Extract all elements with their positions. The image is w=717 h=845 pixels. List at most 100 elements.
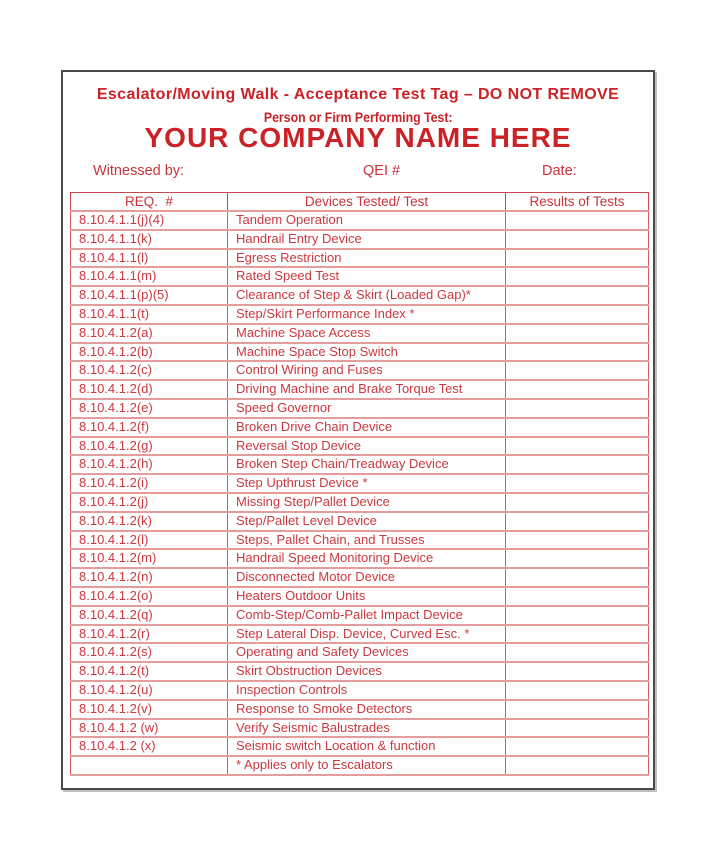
- result-cell: [505, 473, 649, 494]
- req-number-cell: 8.10.4.1.2(q): [70, 604, 228, 626]
- col-header-devices-tested: Devices Tested/ Test: [227, 192, 506, 212]
- table-row: 8.10.4.1.2(n) Disconnected Motor Device: [70, 567, 649, 588]
- req-number-cell: 8.10.4.1.2 (w): [70, 717, 228, 739]
- device-test-cell: Clearance of Step & Skirt (Loaded Gap)*: [227, 285, 506, 306]
- req-number-cell: 8.10.4.1.2(v): [70, 698, 228, 720]
- result-cell: [505, 585, 649, 607]
- performing-test-label: Person or Firm Performing Test:: [263, 109, 453, 125]
- result-cell: [505, 642, 649, 664]
- result-cell: [505, 567, 649, 588]
- col-header-req-number: REQ. #: [70, 192, 228, 212]
- device-test-cell: Disconnected Motor Device: [227, 567, 506, 588]
- result-cell: [505, 435, 649, 457]
- result-cell: [505, 698, 649, 720]
- req-number-cell: 8.10.4.1.2(u): [70, 679, 228, 701]
- company-name-placeholder: YOUR COMPANY NAME HERE: [144, 122, 572, 153]
- req-number-cell: 8.10.4.1.2(c): [70, 360, 228, 382]
- result-cell: [505, 491, 649, 513]
- result-cell: [505, 679, 649, 701]
- device-test-cell: Machine Space Access: [227, 322, 506, 344]
- table-row: 8.10.4.1.2(r) Step Lateral Disp. Device,…: [70, 623, 649, 645]
- result-cell: [505, 341, 649, 363]
- device-test-cell: Step/Pallet Level Device: [227, 510, 506, 532]
- result-cell: [505, 454, 649, 476]
- result-cell: [505, 397, 649, 419]
- result-cell: [505, 548, 649, 570]
- result-cell: [505, 322, 649, 344]
- table-row: * Applies only to Escalators: [70, 755, 649, 776]
- device-test-cell: Seismic switch Location & function: [227, 736, 506, 758]
- table-row: 8.10.4.1.2(d) Driving Machine and Brake …: [70, 379, 649, 400]
- req-number-cell: 8.10.4.1.1(p)(5): [70, 285, 228, 306]
- table-row: 8.10.4.1.1(l) Egress Restriction: [70, 247, 649, 269]
- table-row: 8.10.4.1.2(b) Machine Space Stop Switch: [70, 341, 649, 363]
- device-test-cell: Tandem Operation: [227, 210, 506, 231]
- table-row: 8.10.4.1.2(v) Response to Smoke Detector…: [70, 698, 649, 720]
- device-test-cell: Verify Seismic Balustrades: [227, 717, 506, 739]
- device-test-cell: Machine Space Stop Switch: [227, 341, 506, 363]
- req-number-cell: 8.10.4.1.2(i): [70, 473, 228, 494]
- device-test-cell: Skirt Obstruction Devices: [227, 661, 506, 682]
- table-row: 8.10.4.1.2(e) Speed Governor: [70, 397, 649, 419]
- req-number-cell: 8.10.4.1.2(o): [70, 585, 228, 607]
- result-cell: [505, 755, 649, 776]
- col-header-results: Results of Tests: [505, 192, 649, 212]
- table-row: 8.10.4.1.2(k) Step/Pallet Level Device: [70, 510, 649, 532]
- witness-row: Witnessed by: QEI # Date:: [63, 162, 653, 180]
- device-test-cell: Speed Governor: [227, 397, 506, 419]
- table-row: 8.10.4.1.2(q) Comb-Step/Comb-Pallet Impa…: [70, 604, 649, 626]
- table-row: 8.10.4.1.2(m) Handrail Speed Monitoring …: [70, 548, 649, 570]
- device-test-cell: Broken Drive Chain Device: [227, 416, 506, 438]
- req-number-cell: 8.10.4.1.1(l): [70, 247, 228, 269]
- device-test-cell: Inspection Controls: [227, 679, 506, 701]
- tests-table: REQ. # Devices Tested/ Test Results of T…: [70, 192, 649, 776]
- device-test-cell: Rated Speed Test: [227, 266, 506, 288]
- req-number-cell: 8.10.4.1.2(b): [70, 341, 228, 363]
- result-cell: [505, 736, 649, 758]
- table-row: 8.10.4.1.1(p)(5) Clearance of Step & Ski…: [70, 285, 649, 306]
- result-cell: [505, 285, 649, 306]
- table-row: 8.10.4.1.1(t) Step/Skirt Performance Ind…: [70, 303, 649, 325]
- device-test-cell: Missing Step/Pallet Device: [227, 491, 506, 513]
- result-cell: [505, 228, 649, 250]
- device-test-cell: Reversal Stop Device: [227, 435, 506, 457]
- tag-title: Escalator/Moving Walk - Acceptance Test …: [96, 86, 620, 103]
- table-body: 8.10.4.1.1(j)(4) Tandem Operation 8.10.4…: [70, 210, 649, 776]
- device-test-cell: Heaters Outdoor Units: [227, 585, 506, 607]
- req-number-cell: 8.10.4.1.2(m): [70, 548, 228, 570]
- req-number-cell: 8.10.4.1.2(d): [70, 379, 228, 400]
- req-number-cell: 8.10.4.1.2(h): [70, 454, 228, 476]
- req-number-cell: 8.10.4.1.2(n): [70, 567, 228, 588]
- device-test-cell: * Applies only to Escalators: [227, 755, 506, 776]
- req-number-cell: 8.10.4.1.2 (x): [70, 736, 228, 758]
- device-test-cell: Driving Machine and Brake Torque Test: [227, 379, 506, 400]
- table-row: 8.10.4.1.2(g) Reversal Stop Device: [70, 435, 649, 457]
- table-row: 8.10.4.1.2(j) Missing Step/Pallet Device: [70, 491, 649, 513]
- result-cell: [505, 604, 649, 626]
- table-row: 8.10.4.1.2(l) Steps, Pallet Chain, and T…: [70, 529, 649, 551]
- device-test-cell: Handrail Entry Device: [227, 228, 506, 250]
- result-cell: [505, 210, 649, 231]
- table-row: 8.10.4.1.2(h) Broken Step Chain/Treadway…: [70, 454, 649, 476]
- device-test-cell: Handrail Speed Monitoring Device: [227, 548, 506, 570]
- req-number-cell: 8.10.4.1.2(f): [70, 416, 228, 438]
- device-test-cell: Comb-Step/Comb-Pallet Impact Device: [227, 604, 506, 626]
- req-number-cell: 8.10.4.1.2(a): [70, 322, 228, 344]
- device-test-cell: Control Wiring and Fuses: [227, 360, 506, 382]
- result-cell: [505, 416, 649, 438]
- req-number-cell: 8.10.4.1.2(e): [70, 397, 228, 419]
- table-row: 8.10.4.1.2(o) Heaters Outdoor Units: [70, 585, 649, 607]
- result-cell: [505, 623, 649, 645]
- table-row: 8.10.4.1.2(f) Broken Drive Chain Device: [70, 416, 649, 438]
- device-test-cell: Step/Skirt Performance Index *: [227, 303, 506, 325]
- device-test-cell: Step Lateral Disp. Device, Curved Esc. *: [227, 623, 506, 645]
- result-cell: [505, 266, 649, 288]
- result-cell: [505, 510, 649, 532]
- req-number-cell: 8.10.4.1.1(k): [70, 228, 228, 250]
- req-number-cell: 8.10.4.1.2(k): [70, 510, 228, 532]
- result-cell: [505, 303, 649, 325]
- result-cell: [505, 379, 649, 400]
- req-number-cell: 8.10.4.1.1(m): [70, 266, 228, 288]
- device-test-cell: Operating and Safety Devices: [227, 642, 506, 664]
- req-number-cell: 8.10.4.1.2(j): [70, 491, 228, 513]
